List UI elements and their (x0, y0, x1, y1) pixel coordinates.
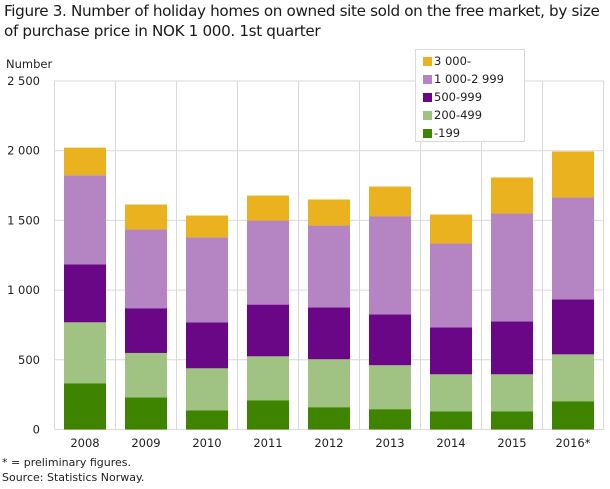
legend-swatch (423, 110, 432, 120)
x-tick-label: 2015 (497, 436, 526, 450)
bar-segment (64, 383, 106, 430)
bar-stack (430, 214, 472, 430)
bar-segment (552, 401, 594, 430)
y-tick-label: 1 000 (7, 283, 40, 297)
bar-segment (308, 307, 350, 360)
bar-segment (552, 151, 594, 198)
bar-segment (552, 299, 594, 355)
legend-item: -199 (423, 126, 460, 140)
bar-segment (186, 322, 228, 369)
legend-swatch (423, 74, 432, 84)
x-axis-ticks: 2008 2009 2010 2011 2012 2013 2014 2015 2016* (70, 436, 590, 450)
x-tick-label: 2009 (131, 436, 160, 450)
x-tick-label: 2010 (192, 436, 221, 450)
legend: 3 000- 1 000-2 999 500-999 200-499 -199 (415, 49, 525, 142)
x-tick-label: 2012 (314, 436, 343, 450)
bar-segment (125, 352, 167, 398)
y-tick-label: 2 000 (7, 144, 40, 158)
bar-segment (308, 225, 350, 308)
bar-segment (369, 314, 411, 366)
bar-stack (491, 177, 533, 430)
chart-title: Figure 3. Number of holiday homes on own… (4, 2, 600, 40)
legend-label: 500-999 (434, 90, 483, 104)
bar-segment (369, 216, 411, 315)
legend-item: 1 000-2 999 (423, 72, 504, 86)
bar-segment (125, 397, 167, 430)
bar-stack (186, 215, 228, 430)
legend-item: 3 000- (423, 54, 471, 68)
bar-segment (552, 354, 594, 402)
bar-segment (491, 321, 533, 375)
legend-swatch (423, 92, 432, 102)
bar-segment (125, 204, 167, 230)
bar-segment (430, 214, 472, 244)
legend-label: 3 000- (434, 54, 472, 68)
y-tick-label: 1 500 (7, 213, 40, 227)
bar-segment (552, 197, 594, 300)
y-tick-label: 2 500 (7, 74, 40, 88)
bar-segment (430, 327, 472, 375)
legend-label: 200-499 (434, 108, 483, 122)
bar-stack (552, 151, 594, 430)
bar-segment (186, 215, 228, 238)
bar-segment (186, 368, 228, 411)
bar-segment (64, 322, 106, 384)
legend-item: 500-999 (423, 90, 482, 104)
bars (64, 147, 594, 430)
bar-stack (247, 195, 289, 430)
bar-segment (247, 356, 289, 401)
bar-segment (247, 220, 289, 305)
y-axis-ticks: 0 500 1 000 1 500 2 000 2 500 (7, 74, 40, 437)
x-tick-label: 2016* (555, 436, 590, 450)
x-tick-label: 2008 (70, 436, 99, 450)
x-tick-label: 2011 (253, 436, 282, 450)
bar-segment (247, 195, 289, 221)
bar-segment (369, 186, 411, 217)
bar-segment (430, 374, 472, 412)
bar-stack (125, 204, 167, 430)
x-tick-label: 2013 (375, 436, 404, 450)
legend-swatch (423, 56, 432, 66)
legend-label: 1 000-2 999 (434, 72, 504, 86)
bar-segment (186, 237, 228, 323)
y-axis-label: Number (6, 57, 53, 71)
bar-segment (247, 304, 289, 357)
bar-segment (491, 411, 533, 430)
footnote-source: Source: Statistics Norway. (2, 471, 145, 484)
bar-stack (308, 199, 350, 430)
bar-segment (247, 400, 289, 430)
footnote-preliminary: * = preliminary figures. (2, 456, 132, 469)
bar-segment (430, 411, 472, 430)
x-tick-label: 2014 (436, 436, 465, 450)
y-tick-label: 0 (33, 423, 40, 437)
bar-segment (64, 175, 106, 265)
bar-segment (186, 410, 228, 430)
bar-segment (64, 264, 106, 323)
bar-segment (491, 374, 533, 412)
bar-segment (308, 407, 350, 430)
legend-item: 200-499 (423, 108, 482, 122)
bar-segment (491, 213, 533, 322)
bar-segment (308, 359, 350, 408)
bar-stack (369, 186, 411, 430)
bar-segment (125, 229, 167, 309)
legend-swatch (423, 128, 432, 138)
bar-segment (64, 147, 106, 176)
bar-segment (369, 365, 411, 410)
bar-stack (64, 147, 106, 430)
bar-segment (430, 243, 472, 328)
bar-segment (369, 409, 411, 430)
y-tick-label: 500 (18, 353, 40, 367)
bar-segment (308, 199, 350, 226)
bar-segment (491, 177, 533, 214)
bar-segment (125, 308, 167, 353)
legend-label: -199 (434, 126, 461, 140)
